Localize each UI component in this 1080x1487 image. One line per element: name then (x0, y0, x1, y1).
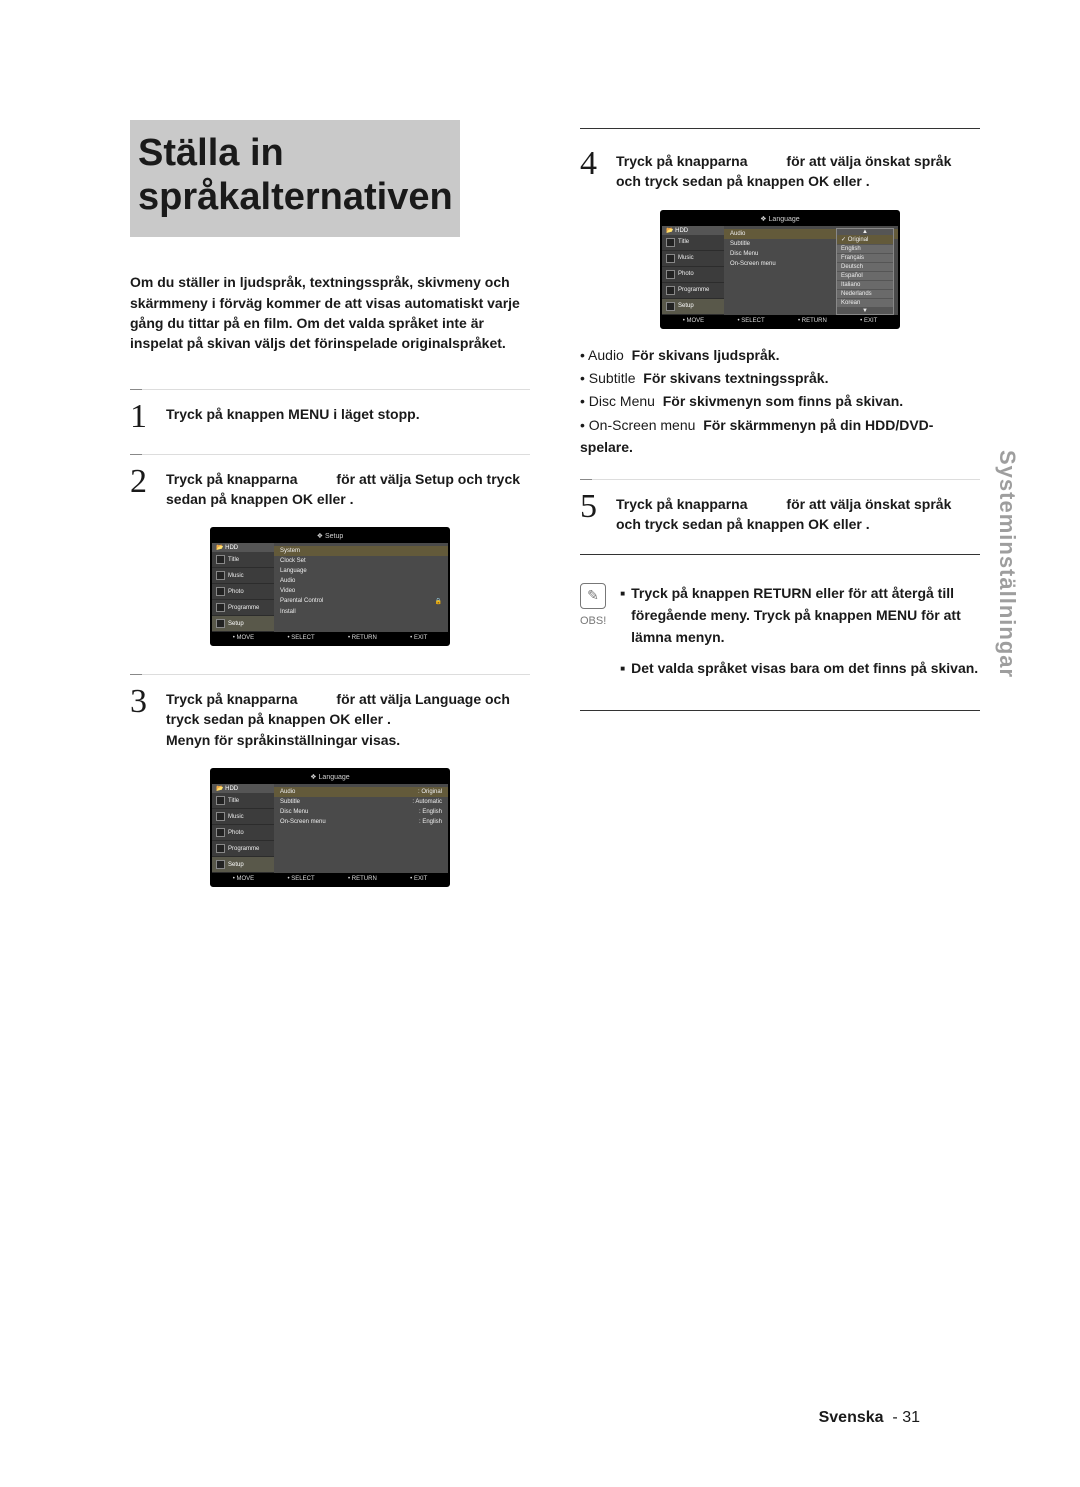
divider (580, 554, 980, 555)
divider (580, 479, 980, 480)
osd-language-popup-screenshot: ❖ Language 📂 HDD Title Music Photo Progr… (660, 210, 900, 329)
section-tab-vertical: Systeminställningar (994, 450, 1020, 678)
divider (130, 454, 530, 455)
note-block: ✎ OBS! Tryck på knappen RETURN eller för… (580, 583, 980, 690)
divider (580, 128, 980, 129)
note-label: OBS! (580, 615, 606, 627)
audio-options-list: • Audio För skivans ljudspråk. • Subtitl… (580, 344, 980, 459)
osd-setup-screenshot: ❖ Setup 📂 HDD Title Music Photo Programm… (210, 527, 450, 646)
page-title-box: Ställa in språkalternativen (130, 120, 460, 237)
title-line-1: Ställa in (138, 132, 284, 174)
step-3: 3 Tryck på knapparna för att välja Langu… (130, 685, 530, 750)
divider (580, 710, 980, 711)
step-5: 5 Tryck på knapparna för att välja önska… (580, 490, 980, 535)
page-footer: Svenska - 31 (819, 1409, 920, 1427)
osd-language-screenshot: ❖ Language 📂 HDD Title Music Photo Progr… (210, 768, 450, 887)
step-4: 4 Tryck på knapparna för att välja önska… (580, 147, 980, 192)
intro-text: Om du ställer in ljudspråk, textningsspr… (130, 272, 530, 353)
title-line-2: språkalternativen (138, 176, 453, 218)
divider (130, 389, 530, 390)
note-icon: ✎ (580, 583, 606, 609)
divider (130, 674, 530, 675)
step-2: 2 Tryck på knapparna för att välja Setup… (130, 465, 530, 510)
step-1: 1 Tryck på knappen MENU i läget stopp. (130, 400, 530, 434)
